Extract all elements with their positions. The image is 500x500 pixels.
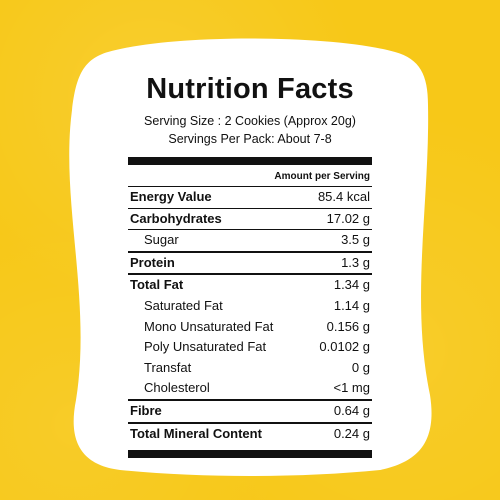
top-divider-bar [128,157,372,165]
nutrition-title: Nutrition Facts [146,73,354,105]
nutrient-value: <1 mg [333,380,371,396]
nutrient-label: Total Mineral Content [130,425,262,441]
nutrient-value: 1.3 g [341,254,370,270]
nutrient-value: 85.4 kcal [317,189,370,204]
nutrient-value: 0.0102 g [319,339,370,355]
nutrient-value: 0.64 g [333,402,370,418]
nutrient-value: 17.02 g [326,210,370,226]
nutrient-row-transfat: Transfat 0 g [128,358,372,379]
nutrient-label: Energy Value [130,189,212,204]
nutrient-row-mono-unsaturated-fat: Mono Unsaturated Fat 0.156 g [128,317,372,338]
nutrient-row-fibre: Fibre 0.64 g [128,398,372,422]
nutrition-facts-panel: Nutrition Facts Serving Size : 2 Cookies… [128,64,372,459]
bottom-divider-bar [128,450,372,459]
nutrient-label: Total Fat [130,277,184,293]
nutrient-value: 0 g [351,359,370,375]
nutrient-value: 1.14 g [333,297,370,313]
nutrient-row-saturated-fat: Saturated Fat 1.14 g [128,296,372,317]
serving-size: Serving Size : 2 Cookies (Approx 20g) [144,114,356,128]
nutrient-label: Transfat [144,359,192,375]
nutrient-label: Saturated Fat [144,297,223,313]
nutrient-row-protein: Protein 1.3 g [128,250,372,274]
amount-per-serving-header: Amount per Serving [128,165,372,187]
nutrient-value: 1.34 g [333,277,370,293]
nutrient-row-cholesterol: Cholesterol <1 mg [128,378,372,399]
nutrient-row-sugar: Sugar 3.5 g [128,229,372,251]
nutrient-label: Fibre [130,402,162,418]
nutrient-label: Mono Unsaturated Fat [144,318,274,334]
nutrient-value: 3.5 g [341,232,370,248]
nutrient-label: Sugar [144,232,179,248]
nutrient-row-carbohydrates: Carbohydrates 17.02 g [128,207,372,230]
nutrient-value: 0.156 g [326,318,370,334]
nutrient-label: Poly Unsaturated Fat [144,339,267,355]
servings-per-pack: Servings Per Pack: About 7-8 [168,132,332,146]
nutrient-row-total-mineral: Total Mineral Content 0.24 g [128,421,372,445]
nutrient-row-poly-unsaturated-fat: Poly Unsaturated Fat 0.0102 g [128,337,372,358]
nutrient-label: Cholesterol [144,380,210,396]
nutrient-label: Protein [130,254,175,270]
nutrient-value: 0.24 g [333,425,370,441]
nutrient-label: Carbohydrates [130,210,222,226]
nutrient-row-total-fat: Total Fat 1.34 g [128,273,372,296]
nutrient-row-energy: Energy Value 85.4 kcal [128,187,372,208]
